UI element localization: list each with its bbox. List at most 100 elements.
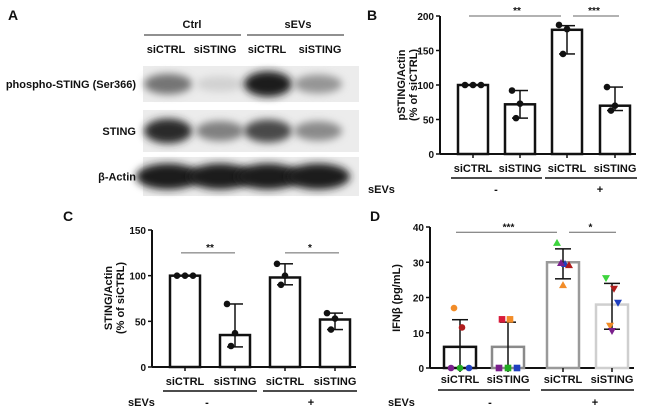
y-axis-label-line: IFNβ (pg/mL)	[391, 264, 403, 332]
x-tick-label: siSTING	[591, 374, 634, 386]
x-tick-label: siSTING	[594, 163, 637, 175]
data-point	[506, 316, 514, 323]
data-point	[504, 364, 512, 372]
data-point	[227, 342, 235, 350]
data-point	[323, 309, 331, 317]
y-tick-label: 30	[413, 258, 425, 269]
data-point	[555, 21, 563, 29]
data-point	[512, 114, 520, 122]
data-point	[508, 87, 516, 94]
y-tick-label: 150	[129, 226, 146, 237]
blot-band	[196, 76, 244, 92]
blot-band	[196, 121, 244, 141]
y-tick-label: 10	[413, 329, 425, 340]
blot-band	[244, 71, 292, 97]
y-axis-label: IFNβ (pg/mL)	[391, 264, 403, 332]
y-tick-label: 40	[413, 223, 425, 234]
group-sign: -	[205, 397, 209, 409]
group-sign: +	[592, 397, 598, 409]
significance-label: ***	[503, 222, 515, 233]
data-point	[563, 25, 571, 33]
group-sign: -	[494, 184, 498, 196]
blot-band	[136, 163, 200, 190]
y-tick-label: 0	[418, 364, 424, 375]
blot-row-label: β-Actin	[98, 172, 136, 184]
significance-label: **	[513, 6, 521, 17]
x-tick-label: siCTRL	[266, 376, 305, 388]
panel-label: A	[8, 7, 18, 23]
y-axis-label: STING/Actin(% of siCTRL)	[103, 262, 127, 334]
panel-c-chart: C 0 50 100 150 STING/Actin(% of siCTRL) siCTRL…	[63, 208, 357, 409]
group-label-sevs: sEVs	[285, 19, 312, 31]
x-tick-label: siSTING	[487, 374, 530, 386]
bar	[168, 274, 202, 369]
data-point	[607, 107, 615, 114]
x-tick-label: siSTING	[314, 376, 357, 388]
lane-label: siSTING	[299, 44, 342, 56]
x-tick-label: siCTRL	[544, 374, 583, 386]
data-point	[465, 364, 473, 372]
data-point	[281, 272, 289, 279]
y-tick-label: 150	[417, 47, 434, 58]
x-tick-label: siCTRL	[548, 163, 587, 175]
data-point	[173, 272, 181, 279]
panel-b-chart: B 0 50 100 150 200 pSTING/Actin(% of siCTRL) si…	[367, 6, 637, 196]
data-point	[557, 258, 565, 266]
significance-label: *	[589, 222, 593, 233]
data-point	[223, 300, 231, 308]
blot-band	[294, 121, 342, 141]
blot-row: β-Actin	[98, 157, 359, 196]
group-sign: +	[308, 397, 314, 409]
data-point	[456, 364, 464, 372]
y-tick-label: 50	[135, 317, 147, 328]
x-tick-label: siSTING	[499, 163, 542, 175]
y-tick-label: 50	[423, 116, 435, 127]
data-point	[611, 102, 619, 109]
blot-band	[294, 74, 342, 94]
y-tick-label: 100	[129, 272, 146, 283]
bar	[268, 276, 302, 369]
data-point	[181, 272, 189, 279]
lane-label: siCTRL	[147, 44, 186, 56]
y-tick-label: 200	[417, 12, 434, 23]
panel-d-chart: D 0 10 20 30 40 IFNβ (pg/mL) siCTRL siSTING siCTR…	[370, 208, 634, 409]
panel-label: C	[63, 208, 73, 224]
data-point	[516, 100, 524, 107]
bar	[545, 261, 581, 370]
panel-label: B	[367, 7, 377, 23]
data-point	[610, 285, 618, 293]
data-point	[461, 81, 469, 89]
data-point	[614, 299, 622, 307]
bar	[456, 83, 490, 156]
lane-label: siSTING	[194, 44, 237, 56]
lane-label: siCTRL	[248, 44, 287, 56]
data-point	[606, 322, 614, 330]
group-label-ctrl: Ctrl	[183, 19, 202, 31]
data-point	[458, 324, 466, 331]
blot-band	[286, 163, 350, 190]
blot-band	[188, 163, 252, 190]
data-point	[477, 81, 485, 89]
data-point	[559, 281, 567, 289]
significance-label: ***	[588, 6, 600, 17]
data-point	[498, 316, 506, 323]
data-point	[331, 315, 339, 322]
data-point	[447, 364, 455, 372]
significance-label: **	[206, 243, 214, 254]
data-point	[495, 364, 503, 372]
y-axis-label-line: pSTING/Actin	[396, 49, 408, 120]
y-tick-label: 0	[428, 150, 434, 161]
y-axis-label-line: STING/Actin	[103, 266, 115, 330]
blot-band	[144, 118, 192, 144]
data-point	[327, 326, 335, 333]
data-point	[603, 83, 611, 91]
data-point	[553, 238, 561, 246]
blot-band	[144, 73, 192, 95]
group-sign: -	[488, 397, 492, 409]
bar	[598, 104, 632, 156]
data-point	[602, 275, 610, 283]
y-axis-label: pSTING/Actin(% of siCTRL)	[396, 49, 420, 121]
group-label: sEVs	[128, 397, 155, 409]
x-tick-label: siCTRL	[166, 376, 205, 388]
